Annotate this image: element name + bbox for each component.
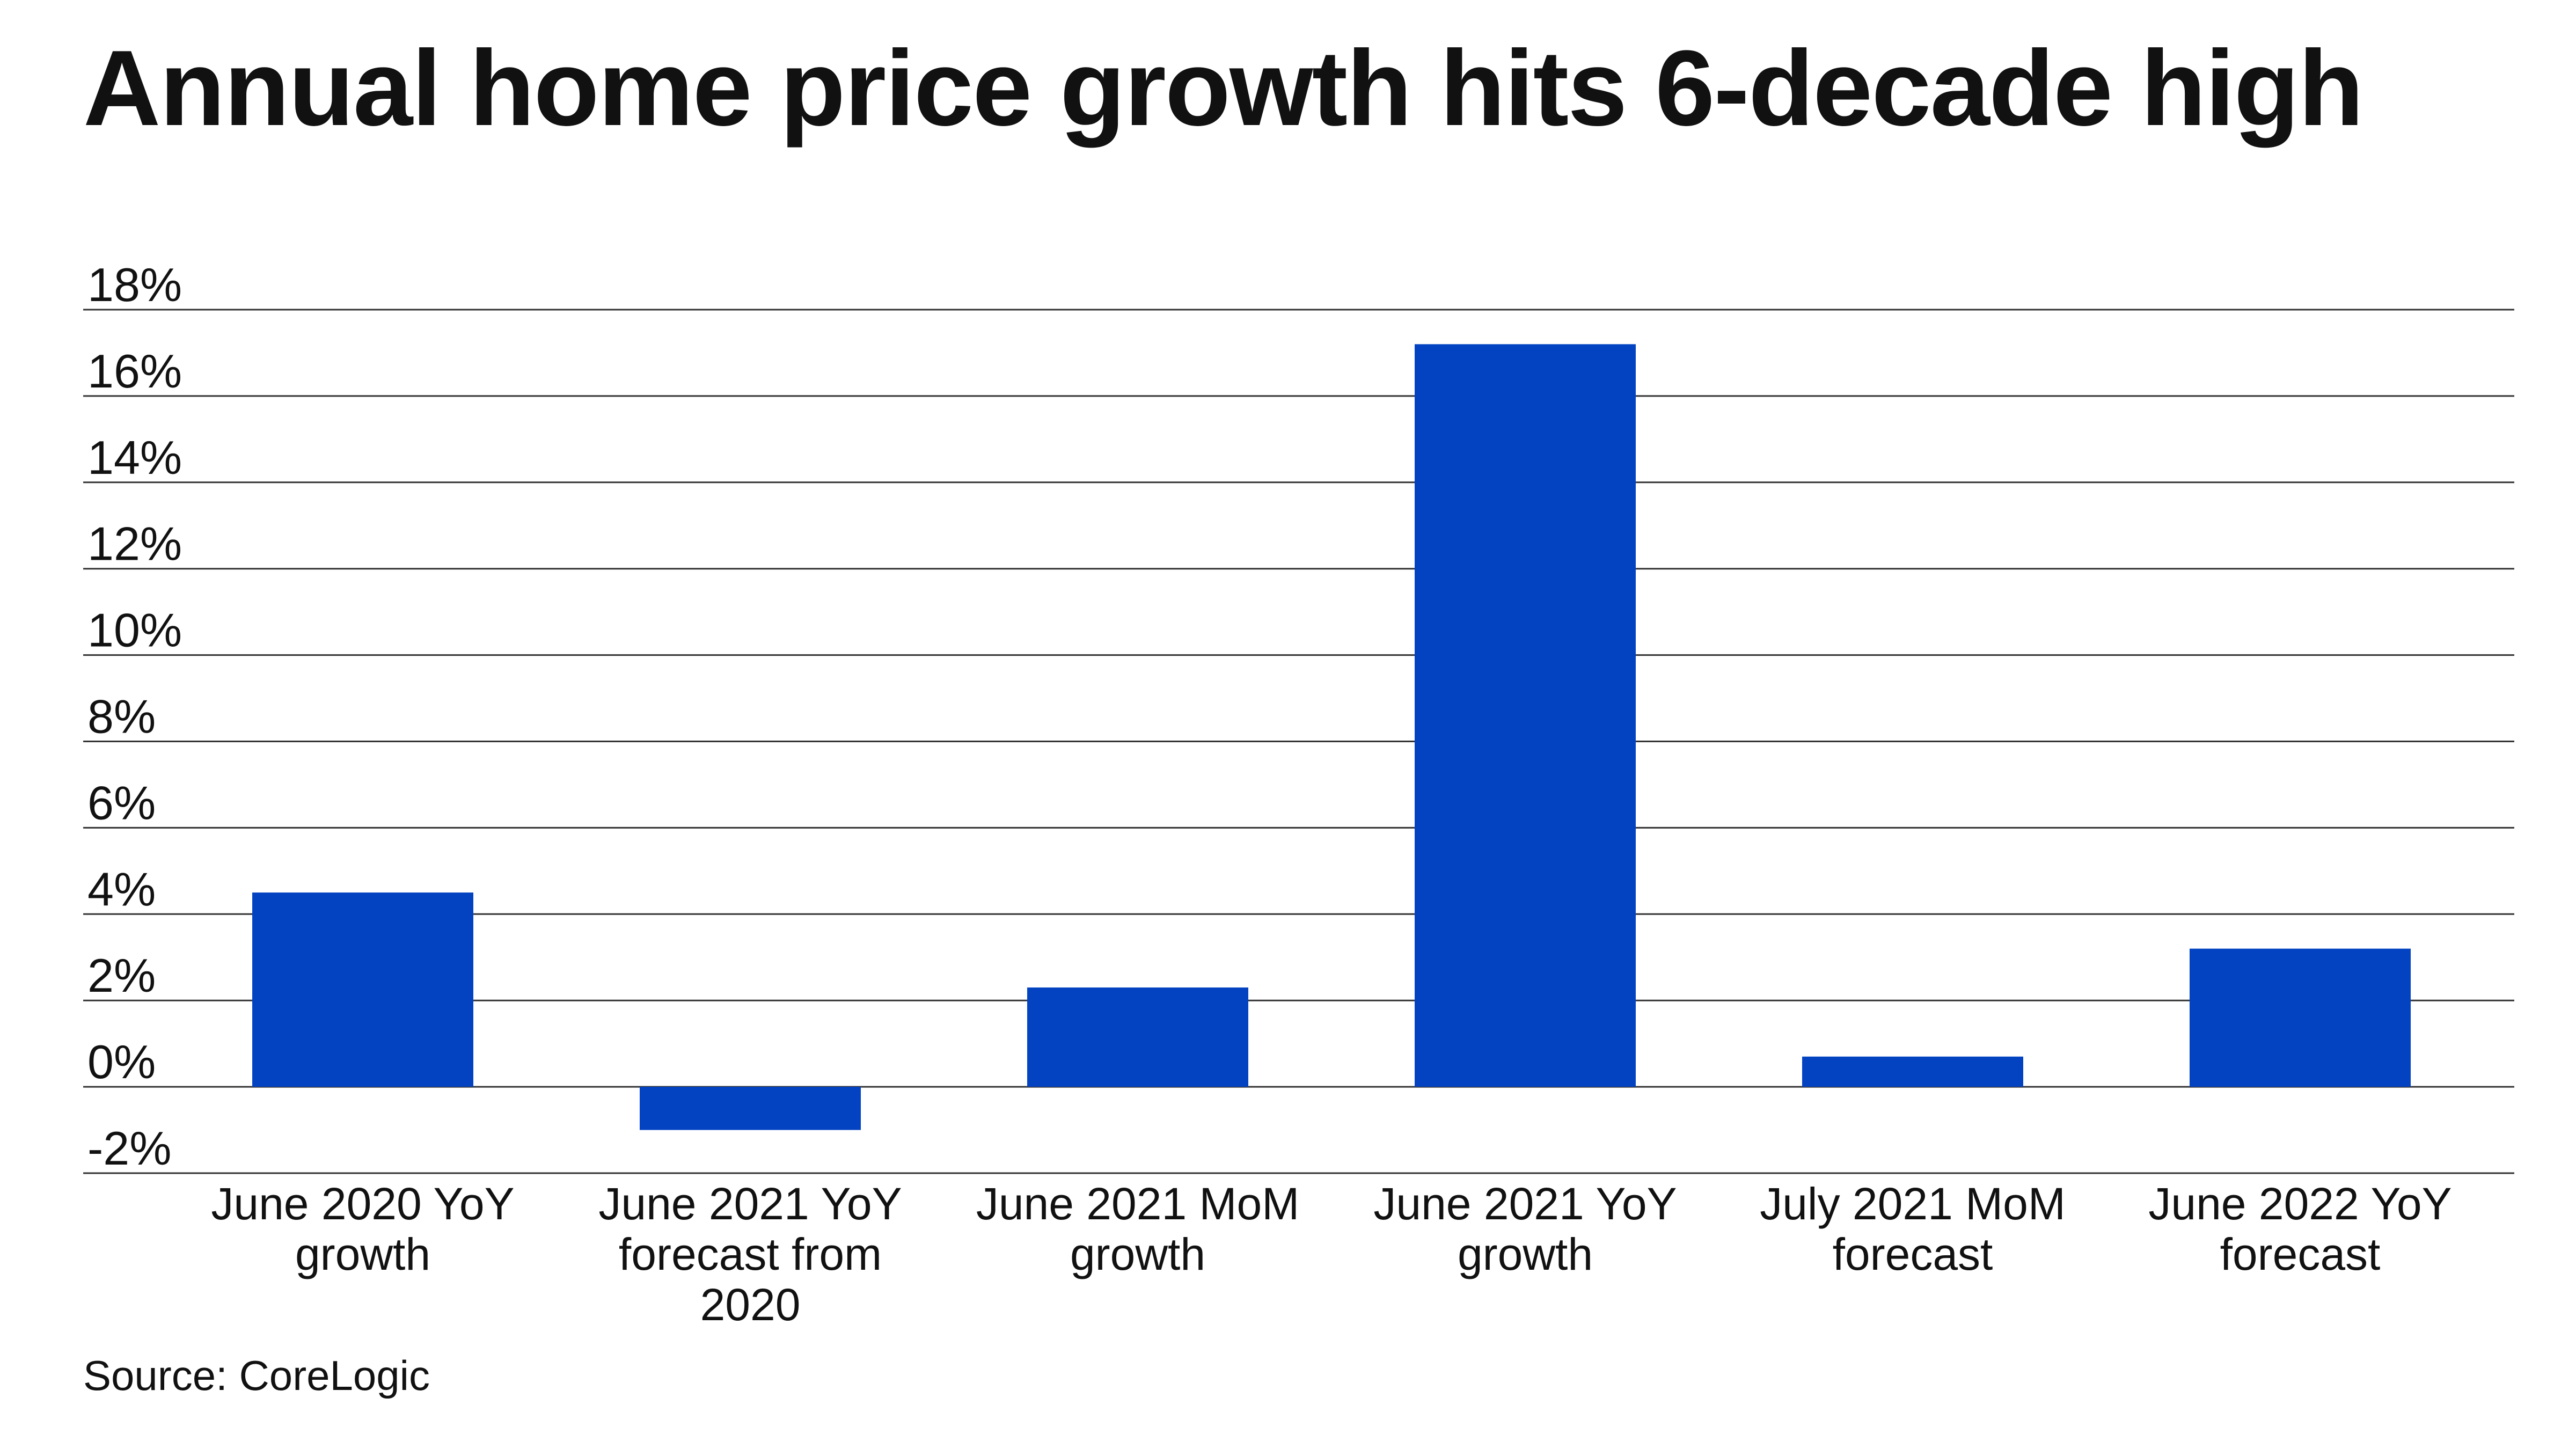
x-category-label: growth — [1458, 1229, 1593, 1279]
x-category-label: growth — [1070, 1229, 1205, 1279]
bar — [1027, 987, 1248, 1087]
x-category-label: forecast from — [619, 1229, 882, 1279]
x-category-label: forecast — [2220, 1229, 2381, 1279]
y-tick-label: 10% — [87, 604, 182, 657]
y-tick-label: 14% — [87, 431, 182, 484]
bar — [640, 1087, 861, 1130]
y-tick-label: 2% — [87, 949, 156, 1002]
x-category-label: forecast — [1833, 1229, 1993, 1279]
source-note: Source: CoreLogic — [83, 1352, 430, 1399]
chart-title: Annual home price growth hits 6-decade h… — [83, 28, 2364, 148]
y-tick-label: -2% — [87, 1122, 172, 1175]
bar — [1802, 1056, 2023, 1087]
x-category-label: June 2021 MoM — [976, 1179, 1299, 1229]
x-category-label: growth — [295, 1229, 430, 1279]
y-tick-label: 12% — [87, 517, 182, 570]
x-category-label: June 2021 YoY — [1373, 1179, 1677, 1229]
x-category-label: June 2021 YoY — [598, 1179, 902, 1229]
y-tick-label: 4% — [87, 862, 156, 916]
x-category-label: June 2022 YoY — [2148, 1179, 2451, 1229]
x-category-label: 2020 — [700, 1279, 801, 1330]
y-tick-label: 6% — [87, 776, 156, 829]
y-tick-label: 18% — [87, 258, 182, 311]
x-category-label: July 2021 MoM — [1760, 1179, 2066, 1229]
y-tick-label: 8% — [87, 690, 156, 743]
bar — [252, 892, 473, 1087]
bar — [1415, 344, 1636, 1087]
y-tick-label: 0% — [87, 1035, 156, 1088]
bar — [2190, 948, 2411, 1087]
y-tick-label: 16% — [87, 345, 182, 398]
x-category-label: June 2020 YoY — [211, 1179, 514, 1229]
